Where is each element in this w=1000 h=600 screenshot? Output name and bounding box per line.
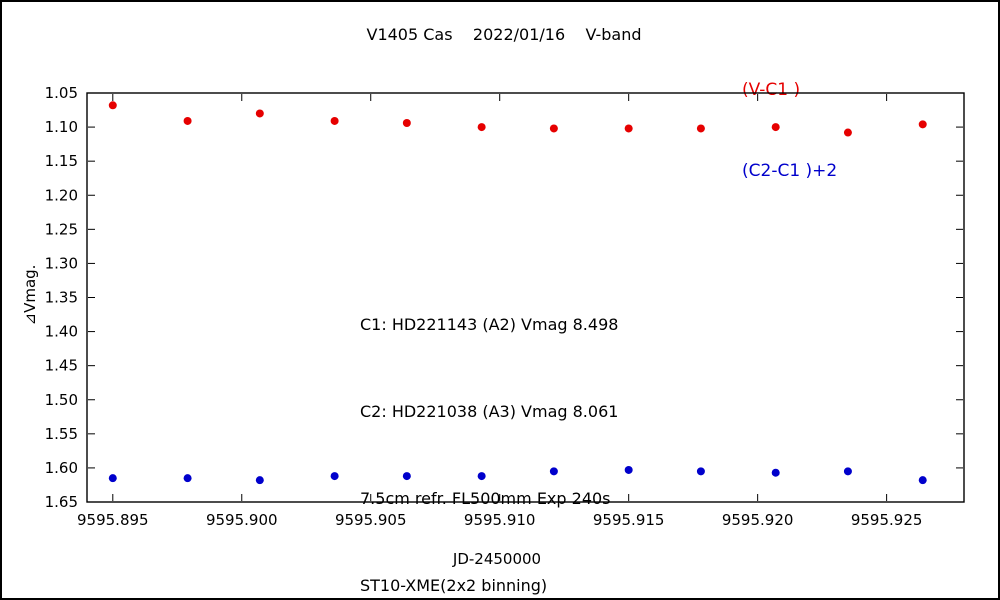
y-tick-label: 1.45: [45, 357, 78, 375]
x-tick-label: 9595.915: [593, 511, 665, 529]
data-point-c2-c1: [549, 467, 558, 476]
data-point-v-c1: [255, 109, 264, 118]
annotation-block: C1: HD221143 (A2) Vmag 8.498 C2: HD22103…: [360, 252, 619, 598]
data-point-v-c1: [330, 116, 339, 125]
x-tick-label: 9595.910: [464, 511, 536, 529]
y-tick-label: 1.35: [45, 289, 78, 307]
data-point-c2-c1: [330, 472, 339, 481]
data-point-v-c1: [549, 124, 558, 133]
legend-item-v-c1: (V-C1 ): [742, 80, 801, 100]
y-tick-label: 1.30: [45, 254, 78, 272]
data-point-v-c1: [624, 124, 633, 133]
y-tick-label: 1.10: [45, 118, 78, 136]
data-point-c2-c1: [183, 474, 192, 483]
legend-item-c2-c1-plus2: (C2-C1 )+2: [742, 161, 838, 181]
data-point-c2-c1: [255, 476, 264, 485]
legend: (V-C1 ) (C2-C1 )+2: [742, 23, 837, 239]
chart-title: V1405 Cas 2022/01/16 V-band: [366, 25, 642, 44]
x-axis-label: JD-2450000: [452, 550, 542, 568]
data-point-c2-c1: [771, 468, 780, 477]
annotation-line-instrument: 7.5cm refr. FL500mm Exp 240s: [360, 489, 611, 508]
data-point-v-c1: [918, 120, 927, 129]
y-tick-label: 1.05: [45, 84, 78, 102]
y-tick-label: 1.15: [45, 152, 78, 170]
y-tick-label: 1.25: [45, 220, 78, 238]
data-point-c2-c1: [918, 476, 927, 485]
y-tick-label: 1.55: [45, 425, 78, 443]
data-point-c2-c1: [108, 474, 117, 483]
data-point-v-c1: [843, 128, 852, 137]
data-point-v-c1: [771, 123, 780, 132]
annotation-line-camera: ST10-XME(2x2 binning): [360, 576, 548, 595]
x-tick-label: 9595.895: [77, 511, 149, 529]
data-point-v-c1: [402, 118, 411, 127]
data-point-c2-c1: [696, 467, 705, 476]
x-tick-label: 9595.920: [722, 511, 794, 529]
x-tick-label: 9595.905: [335, 511, 407, 529]
data-point-v-c1: [183, 116, 192, 125]
data-point-c2-c1: [402, 472, 411, 481]
y-tick-label: 1.60: [45, 459, 78, 477]
annotation-line-c2: C2: HD221038 (A3) Vmag 8.061: [360, 402, 619, 421]
y-tick-label: 1.50: [45, 391, 78, 409]
y-tick-label: 1.65: [45, 493, 78, 511]
data-point-c2-c1: [477, 472, 486, 481]
data-point-c2-c1: [843, 467, 852, 476]
y-tick-label: 1.40: [45, 323, 78, 341]
plot-border: [86, 92, 965, 503]
data-point-v-c1: [477, 123, 486, 132]
data-point-c2-c1: [624, 465, 633, 474]
x-tick-label: 9595.900: [206, 511, 278, 529]
y-tick-label: 1.20: [45, 186, 78, 204]
x-tick-label: 9595.925: [851, 511, 923, 529]
annotation-line-c1: C1: HD221143 (A2) Vmag 8.498: [360, 315, 619, 334]
data-point-v-c1: [696, 124, 705, 133]
data-point-v-c1: [108, 101, 117, 110]
